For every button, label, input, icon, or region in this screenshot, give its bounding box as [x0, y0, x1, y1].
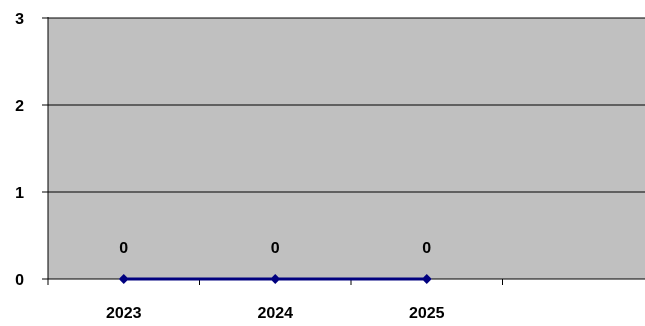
gridlines: [48, 17, 645, 193]
data-label-2024: 0: [271, 240, 280, 257]
x-tick-label-2024: 2024: [257, 305, 293, 322]
y-tick-label-1: 1: [15, 185, 24, 202]
plot-area: [48, 18, 645, 279]
data-point-2025: [421, 274, 432, 284]
data-labels: 0 0 0: [119, 240, 431, 257]
series-markers: [118, 274, 432, 284]
x-tick-label-2023: 2023: [106, 305, 142, 322]
data-label-2025: 0: [422, 240, 431, 257]
x-tick-labels: 2023 2024 2025: [106, 305, 445, 322]
data-point-2023: [118, 274, 129, 284]
data-label-2023: 0: [119, 240, 128, 257]
y-tick-label-2: 2: [15, 98, 24, 115]
x-tick-label-2025: 2025: [409, 305, 445, 322]
y-tick-labels: 0 1 2 3: [15, 11, 24, 289]
data-point-2024: [270, 274, 281, 284]
y-tick-label-0: 0: [15, 272, 24, 289]
y-tick-label-3: 3: [15, 11, 24, 28]
